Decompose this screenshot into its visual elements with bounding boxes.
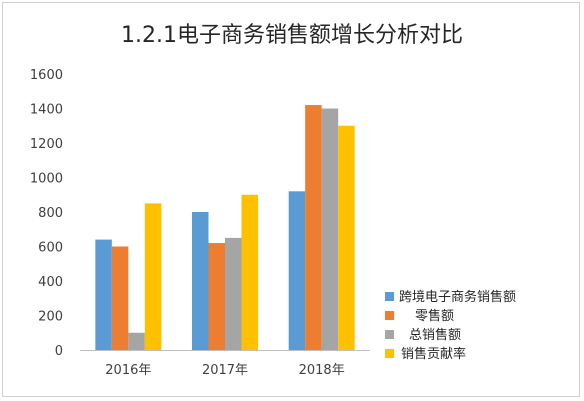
legend-swatch [385,349,394,358]
bar-1-2 [192,212,209,350]
bar-4-2 [241,194,258,350]
legend-label: 零售额 [415,308,454,324]
bars [95,105,355,350]
x-axis: 2016年 2017年 2018年 [105,363,344,378]
x-tick-label: 2016年 [105,363,151,378]
bar-3-1 [128,332,145,350]
bar-3-2 [225,237,242,350]
y-tick-label: 0 [55,344,63,359]
x-tick-label: 2017年 [202,363,248,378]
bar-4-1 [144,203,162,350]
y-tick-label: 1600 [30,68,63,83]
legend-swatch [385,311,394,320]
y-axis: 0 200 400 600 800 1000 1200 1400 1600 [30,68,63,359]
y-tick-label: 1200 [30,137,63,152]
legend-swatch [385,330,394,339]
bar-1-3 [288,191,306,350]
legend-swatch [385,292,394,301]
y-tick-label: 600 [38,241,63,256]
y-tick-label: 800 [38,206,63,221]
bar-2-2 [208,243,225,350]
legend-label: 总销售额 [409,327,461,343]
chart-title: 1.2.1电子商务销售额增长分析对比 [121,23,463,48]
y-tick-label: 1000 [30,172,63,187]
x-tick-label: 2018年 [299,363,345,378]
y-tick-label: 200 [38,310,63,325]
bar-2-3 [305,105,322,350]
bar-2-1 [111,246,129,350]
bar-3-3 [321,108,339,350]
y-tick-label: 1400 [30,103,63,118]
legend-label: 销售贡献率 [401,346,466,362]
bar-4-3 [338,125,355,350]
y-tick-label: 400 [38,275,63,290]
legend-label: 跨境电子商务销售额 [399,289,516,305]
bar-1-1 [95,239,112,350]
